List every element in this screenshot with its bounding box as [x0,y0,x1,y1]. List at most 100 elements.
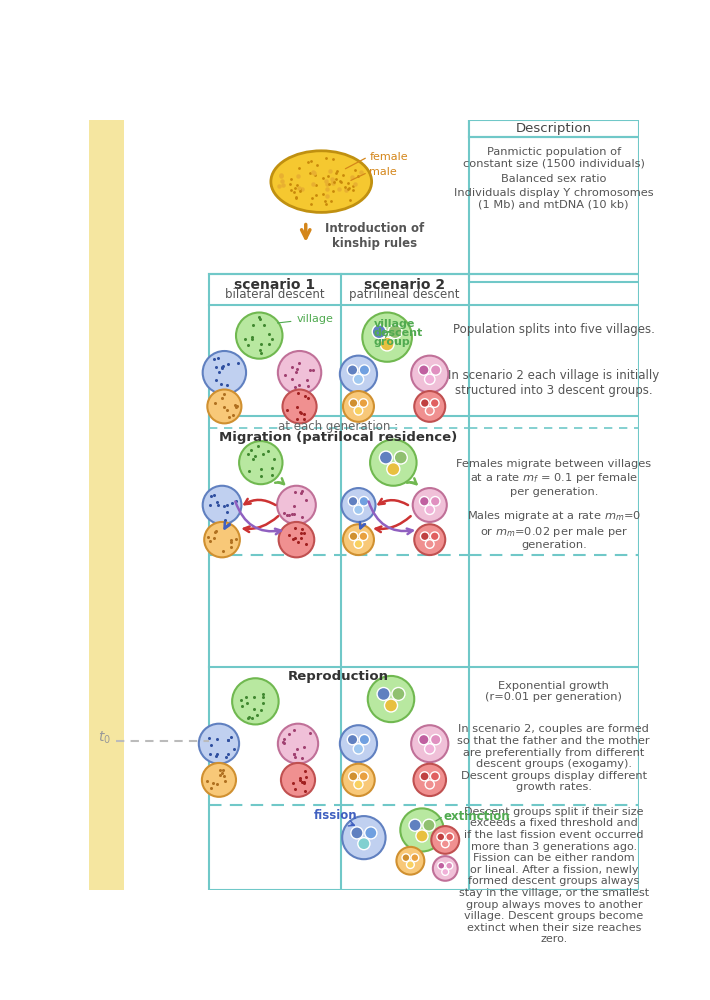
Circle shape [359,497,368,506]
Circle shape [281,763,315,797]
Text: Reproduction: Reproduction [288,670,389,683]
Circle shape [388,325,402,339]
Text: Introduction of
kinship rules: Introduction of kinship rules [325,222,425,249]
Text: Individuals display Y chromosomes
(1 Mb) and mtDNA (10 kb): Individuals display Y chromosomes (1 Mb)… [454,188,654,209]
Text: In scenario 2, couples are formed
so that the father and the mother
are preferen: In scenario 2, couples are formed so tha… [457,724,650,792]
Text: group: group [374,337,410,347]
Circle shape [199,724,239,764]
Circle shape [411,854,419,862]
Circle shape [419,365,429,375]
Circle shape [372,325,386,339]
Text: Panmictic population of
constant size (1500 individuals): Panmictic population of constant size (1… [463,147,645,169]
Text: bilateral descent: bilateral descent [225,288,324,301]
Circle shape [278,724,318,764]
Circle shape [359,532,368,541]
Circle shape [411,356,448,393]
Text: Males migrate at a rate $m_m$=0
or $m_m$=0.02 per male per
generation.: Males migrate at a rate $m_m$=0 or $m_m$… [466,509,641,550]
Circle shape [343,391,374,422]
Bar [89,120,124,890]
Text: extinction: extinction [444,810,510,823]
Circle shape [365,827,377,839]
Circle shape [370,440,417,486]
Circle shape [423,819,435,831]
Circle shape [358,838,370,850]
Text: In scenario 2 each village is initially
structured into 3 descent groups.: In scenario 2 each village is initially … [448,369,660,397]
Circle shape [340,725,377,762]
Text: Descent groups split if their size
exceeds a fixed threshold and
if the last fis: Descent groups split if their size excee… [459,807,649,944]
Circle shape [359,399,368,407]
Circle shape [425,780,435,789]
Circle shape [396,847,425,875]
Circle shape [283,389,317,423]
Circle shape [354,406,363,415]
Circle shape [232,678,278,724]
Text: at each generation :: at each generation : [278,420,398,433]
Circle shape [207,389,241,423]
Circle shape [354,540,363,548]
Circle shape [380,337,394,351]
Text: male: male [369,167,397,177]
Circle shape [278,522,315,557]
Circle shape [402,854,410,862]
Circle shape [425,374,435,384]
Circle shape [425,505,435,514]
Circle shape [400,808,444,852]
Circle shape [442,840,449,848]
Circle shape [359,734,370,745]
Circle shape [278,351,321,394]
Text: Exponential growth
(r=0.01 per generation): Exponential growth (r=0.01 per generatio… [486,681,622,702]
Circle shape [377,687,390,700]
Circle shape [414,391,445,422]
Text: female: female [369,152,408,162]
Circle shape [431,826,459,854]
Circle shape [414,524,445,555]
Text: fission: fission [313,809,357,822]
FancyBboxPatch shape [469,120,639,282]
Circle shape [446,862,453,869]
Text: $t_0$: $t_0$ [98,729,111,746]
Ellipse shape [271,151,371,212]
Circle shape [362,312,412,362]
Circle shape [359,365,370,375]
Circle shape [446,833,454,841]
Text: Females migrate between villages
at a rate $m_f$ = 0.1 per female
per generation: Females migrate between villages at a ra… [457,459,651,497]
Circle shape [204,522,240,557]
Circle shape [416,830,428,842]
Circle shape [430,497,440,506]
Circle shape [413,764,446,796]
Circle shape [438,862,444,869]
Circle shape [379,451,393,464]
Circle shape [354,505,364,514]
Circle shape [343,524,374,555]
Circle shape [420,532,429,541]
Circle shape [354,780,363,789]
Text: Migration (patrilocal residence): Migration (patrilocal residence) [219,431,457,444]
Circle shape [385,699,398,712]
Circle shape [342,764,375,796]
Circle shape [342,488,376,522]
Text: village: village [374,319,415,329]
Circle shape [409,819,421,831]
Circle shape [420,772,429,781]
Circle shape [430,365,441,375]
Circle shape [202,486,241,524]
Circle shape [359,772,368,781]
Text: descent: descent [374,328,423,338]
Text: Description: Description [515,122,591,135]
Circle shape [437,833,444,841]
Circle shape [442,868,449,875]
Circle shape [340,356,377,393]
Circle shape [430,734,441,745]
Text: patrilineal descent: patrilineal descent [349,288,459,301]
Circle shape [425,540,434,548]
Circle shape [419,734,429,745]
Text: village: village [278,314,333,324]
Circle shape [349,399,358,407]
Circle shape [425,406,434,415]
Circle shape [430,772,439,781]
Circle shape [354,374,364,384]
Circle shape [354,744,364,754]
Circle shape [277,486,316,524]
Circle shape [236,312,283,359]
Circle shape [368,676,414,722]
